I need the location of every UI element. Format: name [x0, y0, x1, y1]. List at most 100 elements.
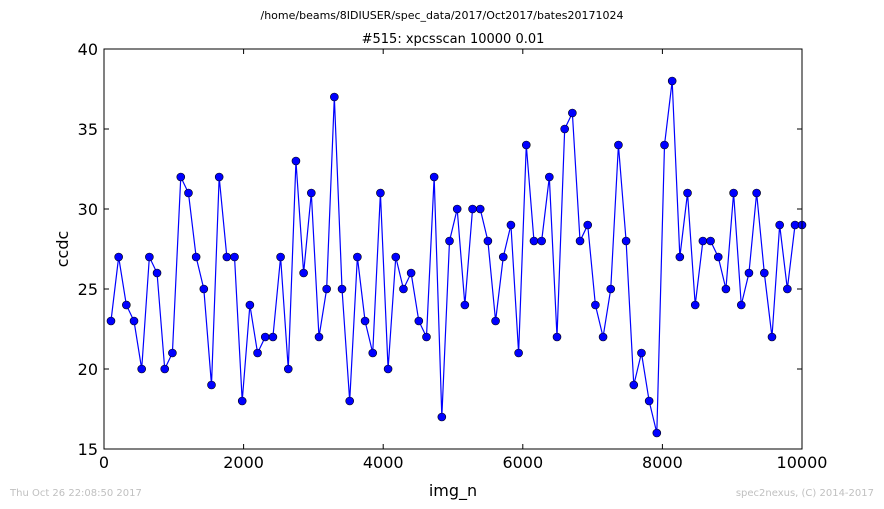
data-point — [391, 252, 401, 262]
data-point — [353, 252, 362, 262]
data-point — [176, 172, 186, 182]
chart-title: #515: xpcsscan 10000 0.01 — [362, 32, 545, 47]
data-point — [291, 156, 301, 166]
data-point — [491, 316, 500, 326]
data-point — [406, 268, 416, 278]
data-point — [322, 284, 331, 294]
data-point — [199, 284, 209, 294]
series-line — [110, 80, 802, 434]
data-point — [783, 284, 792, 294]
data-point — [460, 300, 470, 310]
data-point — [376, 188, 385, 198]
data-point — [514, 348, 523, 358]
data-point — [690, 300, 700, 310]
data-point — [260, 332, 270, 342]
data-point — [152, 268, 162, 278]
data-point — [752, 188, 761, 198]
data-point — [483, 236, 493, 246]
data-point — [330, 92, 339, 102]
data-point — [537, 236, 546, 246]
plot-frame — [103, 48, 803, 450]
data-point — [253, 348, 262, 358]
data-point — [468, 204, 477, 214]
data-point — [445, 236, 454, 246]
data-point — [706, 236, 715, 246]
data-point — [214, 172, 224, 182]
data-point — [207, 380, 216, 390]
data-point — [383, 364, 393, 374]
data-point — [452, 204, 462, 214]
data-point — [475, 204, 485, 214]
y-tick-label: 15 — [78, 440, 98, 459]
data-point — [399, 284, 408, 294]
data-point — [314, 332, 324, 342]
data-point — [368, 348, 378, 358]
data-point — [667, 76, 677, 86]
data-point — [299, 268, 308, 278]
data-point — [160, 364, 170, 374]
data-point — [767, 332, 777, 342]
x-tick-label: 4000 — [363, 453, 404, 472]
x-tick-label: 10000 — [777, 453, 828, 472]
data-point — [729, 188, 738, 198]
x-tick-label: 0 — [99, 453, 109, 472]
data-point — [191, 252, 201, 262]
x-tick-label: 2000 — [223, 453, 264, 472]
data-point — [129, 316, 139, 326]
footer-credit: spec2nexus, (C) 2014-2017 — [735, 488, 874, 499]
data-point — [614, 140, 623, 150]
footer-timestamp: Thu Oct 26 22:08:50 2017 — [10, 488, 142, 499]
y-tick-label: 25 — [78, 280, 98, 299]
y-tick-label: 40 — [78, 40, 98, 59]
data-point — [414, 316, 424, 326]
data-point — [545, 172, 554, 182]
data-point — [521, 140, 531, 150]
data-point — [621, 236, 631, 246]
data-point — [122, 300, 131, 310]
x-axis-label: img_n — [429, 481, 477, 501]
data-point — [114, 252, 123, 262]
data-point — [721, 284, 731, 294]
data-point — [606, 284, 616, 294]
data-point — [529, 236, 539, 246]
data-point — [713, 252, 723, 262]
x-tick-label: 6000 — [502, 453, 543, 472]
y-tick-label: 35 — [78, 120, 98, 139]
data-point — [598, 332, 608, 342]
data-point — [775, 220, 784, 230]
x-tick-label: 8000 — [642, 453, 683, 472]
data-point — [268, 332, 278, 342]
data-point — [744, 268, 754, 278]
data-point — [283, 364, 293, 374]
data-point — [429, 172, 439, 182]
data-point — [506, 220, 516, 230]
data-point — [437, 412, 447, 422]
data-point — [637, 348, 646, 358]
data-point — [552, 332, 562, 342]
data-point — [422, 332, 431, 342]
data-point — [675, 252, 685, 262]
data-point — [583, 220, 593, 230]
data-point — [683, 188, 692, 198]
data-point — [345, 396, 354, 406]
data-point — [591, 300, 600, 310]
data-point — [660, 140, 669, 150]
data-point — [575, 236, 585, 246]
data-point — [245, 300, 255, 310]
data-point — [307, 188, 316, 198]
data-point — [237, 396, 247, 406]
data-point — [652, 428, 662, 438]
y-tick-label: 30 — [78, 200, 98, 219]
data-point — [145, 252, 154, 262]
data-point — [629, 380, 639, 390]
data-point — [760, 268, 769, 278]
data-point — [184, 188, 193, 198]
data-point — [106, 316, 116, 326]
data-point — [222, 252, 232, 262]
data-point — [276, 252, 285, 262]
data-point — [698, 236, 708, 246]
data-point — [168, 348, 177, 358]
data-point — [736, 300, 746, 310]
data-point — [137, 364, 146, 374]
